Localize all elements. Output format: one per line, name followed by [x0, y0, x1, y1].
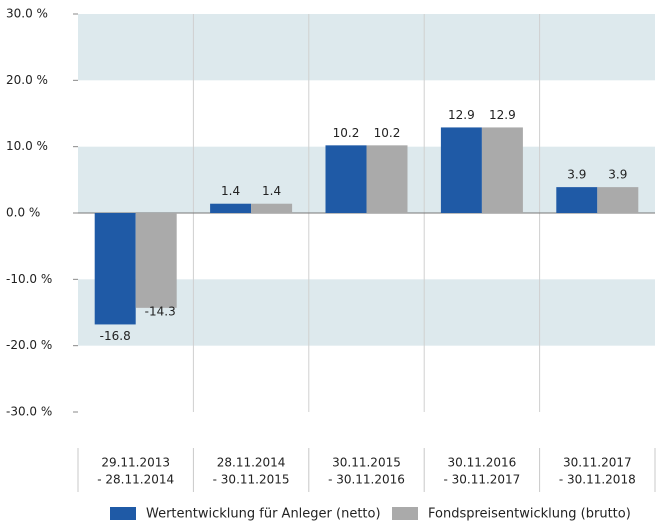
- legend-swatch: [392, 507, 418, 520]
- value-label: 3.9: [567, 168, 586, 182]
- y-tick-label: -10.0 %: [6, 272, 52, 286]
- y-tick-label: 10.0 %: [6, 139, 48, 153]
- x-tick-label: - 30.11.2015: [213, 473, 290, 487]
- legend-swatch: [110, 507, 136, 520]
- x-tick-label: - 30.11.2017: [443, 473, 520, 487]
- x-tick-label: - 30.11.2018: [559, 473, 636, 487]
- grid-band: [78, 14, 655, 81]
- y-tick-label: -20.0 %: [6, 338, 52, 352]
- bar: [597, 187, 639, 213]
- value-label: -14.3: [145, 304, 176, 318]
- bar: [366, 145, 408, 213]
- x-tick-label: 30.11.2015: [332, 456, 401, 470]
- value-label: 10.2: [333, 126, 360, 140]
- x-tick-label: - 30.11.2016: [328, 473, 405, 487]
- value-label: 12.9: [489, 108, 516, 122]
- legend-label: Fondspreisentwicklung (brutto): [428, 507, 631, 522]
- value-label: 10.2: [374, 126, 401, 140]
- bar: [440, 127, 482, 213]
- x-tick-label: 30.11.2017: [563, 456, 632, 470]
- bar: [251, 203, 293, 213]
- bar: [556, 187, 598, 213]
- y-tick-label: -30.0 %: [6, 405, 52, 419]
- x-tick-label: 28.11.2014: [217, 456, 286, 470]
- x-tick-label: 30.11.2016: [448, 456, 517, 470]
- bar: [325, 145, 367, 213]
- y-tick-label: 0.0 %: [6, 206, 40, 220]
- value-label: 12.9: [448, 108, 475, 122]
- value-label: -16.8: [100, 329, 131, 343]
- bar: [210, 203, 252, 213]
- bar: [481, 127, 523, 213]
- value-label: 3.9: [608, 168, 627, 182]
- legend-label: Wertentwicklung für Anleger (netto): [146, 507, 381, 522]
- y-tick-label: 20.0 %: [6, 73, 48, 87]
- x-tick-label: - 28.11.2014: [97, 473, 174, 487]
- bar: [135, 213, 177, 308]
- y-tick-label: 30.0 %: [6, 7, 48, 21]
- value-label: 1.4: [262, 184, 281, 198]
- value-label: 1.4: [221, 184, 240, 198]
- x-tick-label: 29.11.2013: [101, 456, 170, 470]
- bar: [94, 213, 136, 325]
